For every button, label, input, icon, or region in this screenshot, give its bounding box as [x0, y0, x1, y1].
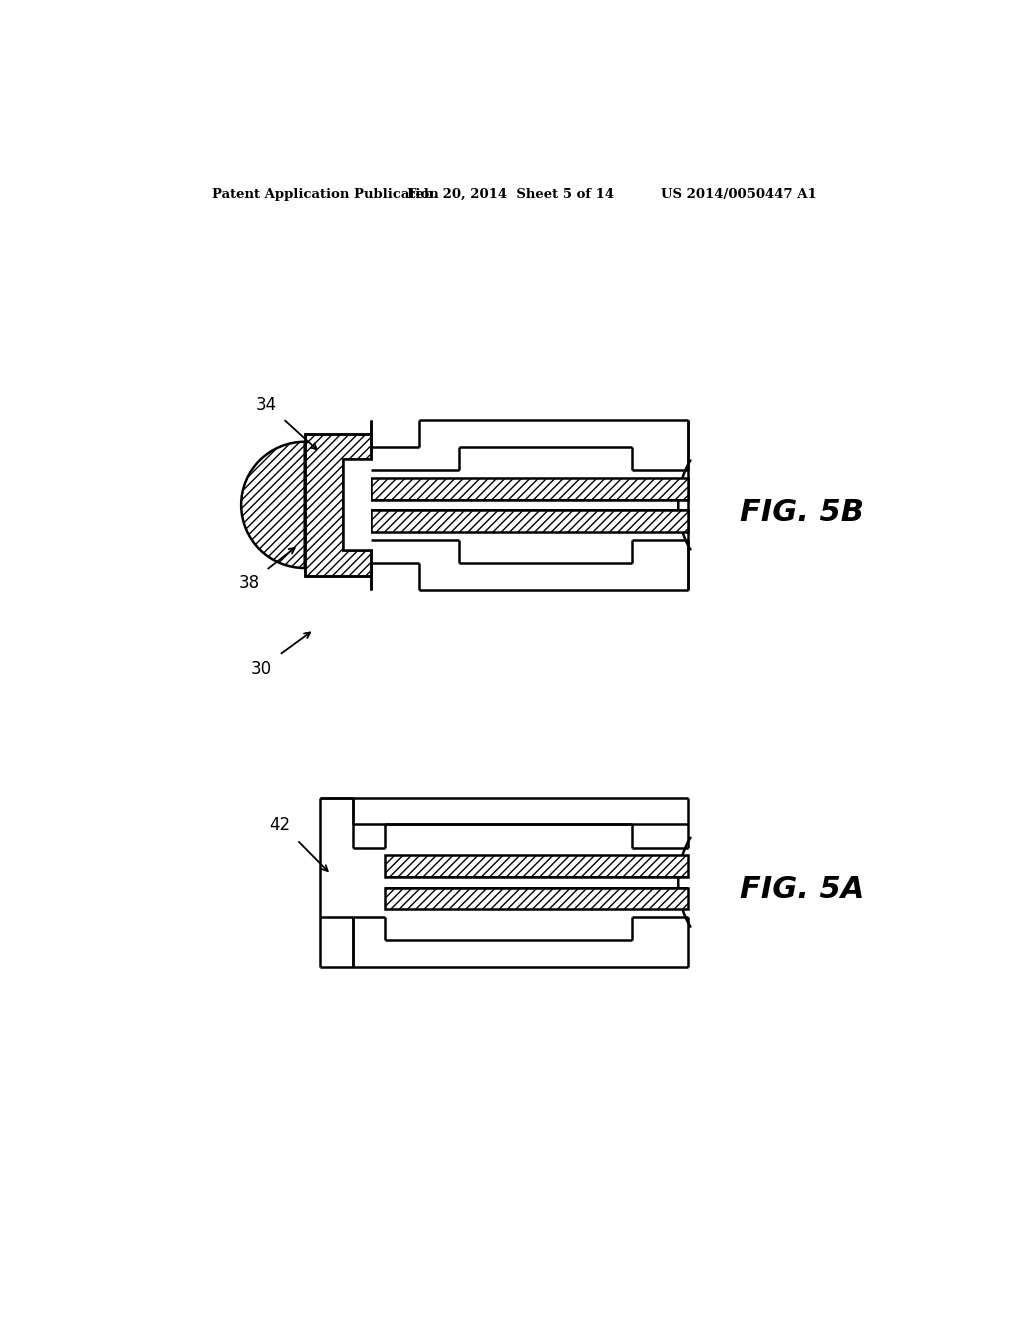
Bar — [371, 478, 687, 499]
Bar — [343, 459, 371, 550]
Text: Feb. 20, 2014  Sheet 5 of 14: Feb. 20, 2014 Sheet 5 of 14 — [407, 187, 614, 201]
Bar — [385, 887, 687, 909]
Polygon shape — [305, 434, 371, 576]
Text: 42: 42 — [269, 817, 291, 834]
Wedge shape — [241, 442, 305, 568]
Text: FIG. 5A: FIG. 5A — [740, 875, 864, 904]
Bar — [371, 511, 687, 532]
Text: US 2014/0050447 A1: US 2014/0050447 A1 — [662, 187, 817, 201]
Text: FIG. 5B: FIG. 5B — [740, 498, 864, 527]
Bar — [385, 855, 687, 876]
Text: 34: 34 — [256, 396, 276, 414]
Text: Patent Application Publication: Patent Application Publication — [212, 187, 438, 201]
Text: 30: 30 — [250, 660, 271, 678]
Text: 38: 38 — [239, 574, 260, 593]
